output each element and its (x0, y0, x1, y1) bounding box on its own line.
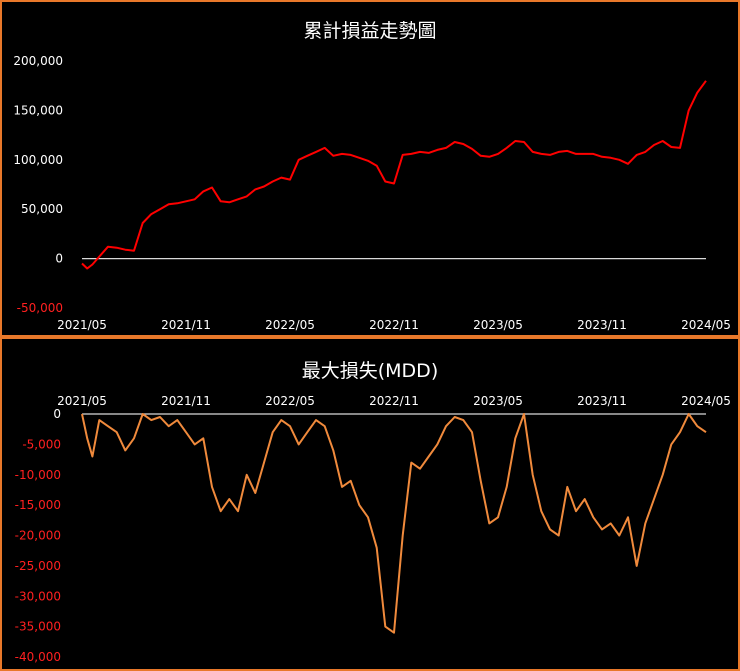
y-tick-label: -25,000 (15, 559, 61, 573)
x-tick-label: 2021/05 (57, 318, 107, 332)
y-tick-label: -15,000 (15, 498, 61, 512)
y-tick-label: -10,000 (15, 468, 61, 482)
y-tick-label: -50,000 (17, 301, 63, 315)
mdd-panel: 最大損失(MDD) 0 -5,000 -10,000 -15,000 -20,000 -2… (0, 337, 740, 671)
x-tick-label: 2024/05 (681, 394, 731, 408)
y-tick-label: -30,000 (15, 589, 61, 603)
x-tick-label: 2024/05 (681, 318, 731, 332)
x-tick-label: 2021/11 (161, 318, 211, 332)
y-tick-label: 50,000 (21, 202, 63, 216)
cumulative-pnl-chart: 200,000 150,000 100,000 50,000 0 -50,000 2021/… (13, 54, 731, 332)
x-tick-label: 2022/05 (265, 394, 315, 408)
y-tick-label: 150,000 (13, 103, 63, 117)
cumulative-pnl-title: 累計損益走勢圖 (303, 20, 437, 42)
y-tick-label: 0 (53, 407, 61, 421)
x-tick-label: 2022/11 (369, 318, 419, 332)
y-tick-label: -35,000 (15, 620, 61, 634)
y-tick-label: 200,000 (13, 54, 63, 68)
x-tick-label: 2023/11 (577, 394, 627, 408)
x-tick-label: 2023/11 (577, 318, 627, 332)
mdd-title: 最大損失(MDD) (301, 360, 439, 382)
series-line (81, 413, 707, 634)
y-tick-label: -5,000 (22, 437, 61, 451)
y-tick-label: 0 (55, 252, 63, 266)
series-line (81, 80, 707, 270)
x-tick-label: 2021/11 (161, 394, 211, 408)
x-tick-label: 2022/05 (265, 318, 315, 332)
y-tick-label: -20,000 (15, 529, 61, 543)
x-tick-label: 2022/11 (369, 394, 419, 408)
y-tick-label: 100,000 (13, 153, 63, 167)
x-tick-label: 2023/05 (473, 394, 523, 408)
y-tick-label: -40,000 (15, 650, 61, 664)
mdd-chart: 0 -5,000 -10,000 -15,000 -20,000 -25,000 -30,0… (15, 394, 731, 664)
cumulative-pnl-panel: 累計損益走勢圖 200,000 150,000 100,000 50,000 0 -50,… (0, 0, 740, 337)
x-tick-label: 2023/05 (473, 318, 523, 332)
x-tick-label: 2021/05 (57, 394, 107, 408)
